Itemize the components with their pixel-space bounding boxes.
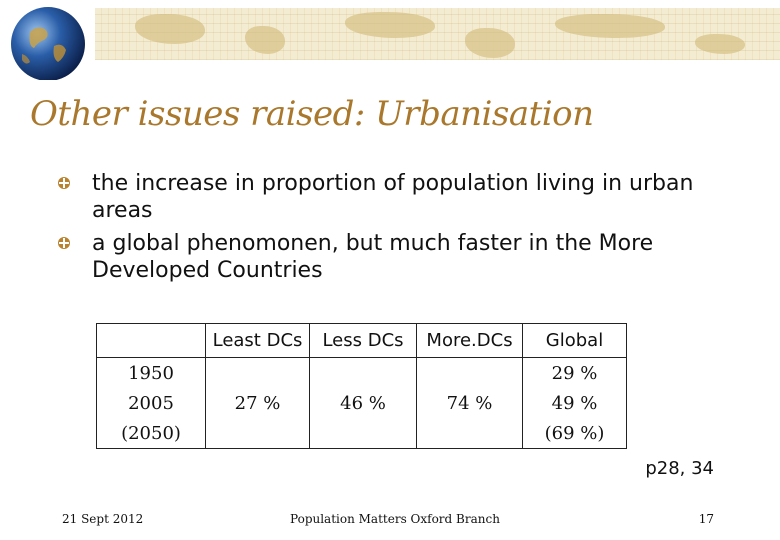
slide-title: Other issues raised: Urbanisation xyxy=(30,94,594,134)
page-reference: p28, 34 xyxy=(645,458,714,479)
table-cell xyxy=(309,418,417,449)
table-cell xyxy=(416,357,523,388)
slide-number: 17 xyxy=(698,512,714,526)
bullet-item: the increase in proportion of population… xyxy=(58,170,748,224)
table-cell: 29 % xyxy=(522,357,627,388)
bullet-item: a global phenomonen, but much faster in … xyxy=(58,230,748,284)
compass-bullet-icon xyxy=(58,177,70,189)
header-cell xyxy=(96,323,206,358)
slide-footer: 21 Sept 2012 Population Matters Oxford B… xyxy=(0,512,780,532)
compass-bullet-icon xyxy=(58,237,70,249)
bullet-text: a global phenomonen, but much faster in … xyxy=(92,231,654,283)
table-cell: 2005 xyxy=(96,388,206,418)
world-map-strip xyxy=(95,8,780,60)
footer-date: 21 Sept 2012 xyxy=(62,512,144,526)
header-cell: Global xyxy=(522,323,627,358)
table-cell: 1950 xyxy=(96,357,206,388)
bullet-list: the increase in proportion of population… xyxy=(58,170,748,290)
table-cell: 46 % xyxy=(309,388,417,418)
table-cell: (69 %) xyxy=(522,418,627,449)
table-cell xyxy=(205,357,310,388)
header-cell: Least DCs xyxy=(205,323,310,358)
table-cell: 49 % xyxy=(522,388,627,418)
globe-icon xyxy=(11,7,85,80)
header-cell: More.DCs xyxy=(416,323,523,358)
table-row: (2050) (69 %) xyxy=(96,418,627,449)
table-row: 1950 29 % xyxy=(96,357,627,388)
table-header-row: Least DCs Less DCs More.DCs Global xyxy=(96,323,627,358)
table-cell xyxy=(416,418,523,449)
table-cell: 27 % xyxy=(205,388,310,418)
table-cell: (2050) xyxy=(96,418,206,449)
table-cell xyxy=(205,418,310,449)
table-cell: 74 % xyxy=(416,388,523,418)
bullet-text: the increase in proportion of population… xyxy=(92,171,694,223)
table-row: 2005 27 % 46 % 74 % 49 % xyxy=(96,388,627,418)
footer-organization: Population Matters Oxford Branch xyxy=(290,512,500,526)
header-cell: Less DCs xyxy=(309,323,417,358)
header-banner xyxy=(0,0,780,80)
urbanisation-table: Least DCs Less DCs More.DCs Global 1950 … xyxy=(96,323,627,449)
table-cell xyxy=(309,357,417,388)
